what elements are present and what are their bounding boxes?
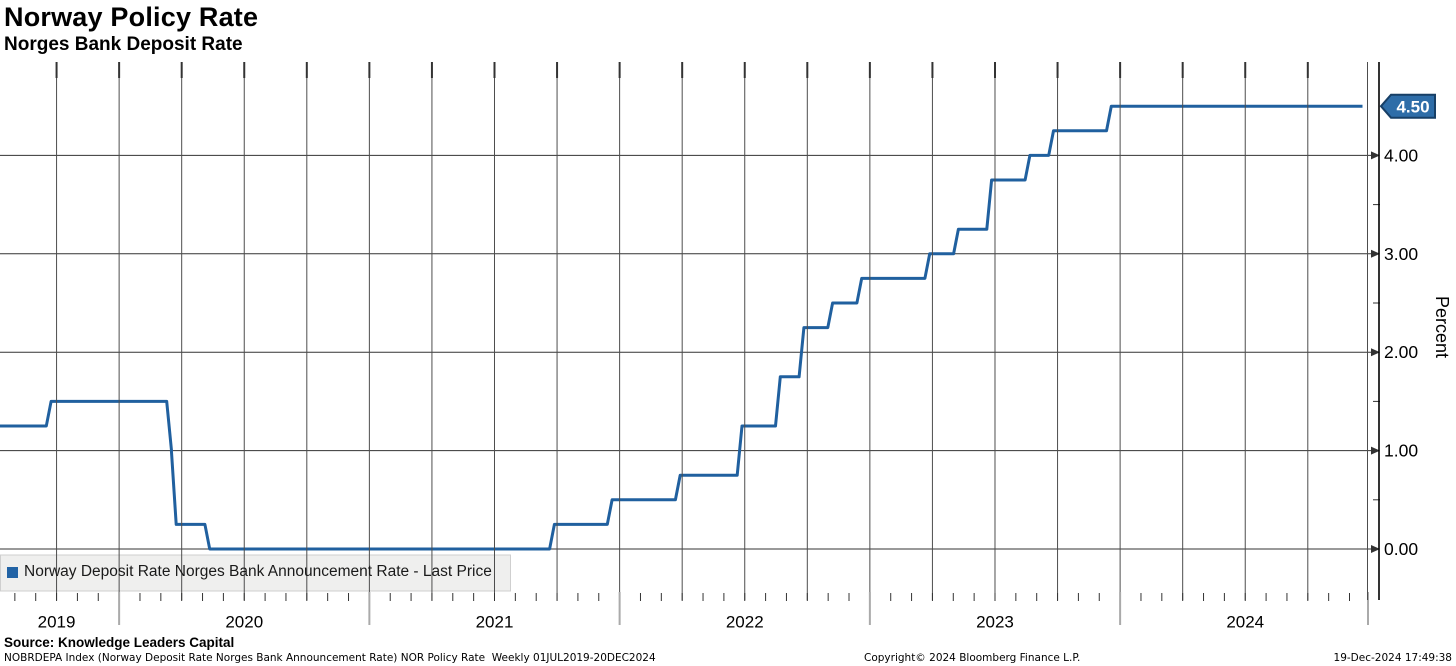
y-tick-label: 4.00 [1384, 145, 1418, 165]
y-tick-label: 1.00 [1384, 441, 1418, 461]
meta-strip: NOBRDEPA Index (Norway Deposit Rate Norg… [0, 652, 1456, 666]
last-price-label: 4.50 [1396, 98, 1429, 117]
y-tick-arrow-icon [1371, 348, 1380, 357]
horizontal-gridlines [0, 151, 1380, 553]
last-price-badge-shape [1379, 93, 1436, 119]
legend: Norway Deposit Rate Norges Bank Announce… [7, 563, 492, 581]
x-year-label: 2021 [476, 613, 514, 632]
y-tick-arrow-icon [1371, 249, 1380, 258]
meta-copyright: Copyright© 2024 Bloomberg Finance L.P. [864, 652, 1081, 664]
x-year-label: 2020 [225, 613, 263, 632]
y-tick-arrow-icon [1371, 151, 1380, 160]
top-axis-ticks [55, 62, 1309, 78]
meta-ticker-description: NOBRDEPA Index (Norway Deposit Rate Norg… [4, 652, 656, 664]
year-separator-ticks [118, 592, 1369, 625]
y-tick-label: 0.00 [1384, 539, 1418, 559]
source-line: Source: Knowledge Leaders Capital [4, 635, 235, 650]
legend-background [0, 554, 511, 592]
x-year-label: 2024 [1226, 613, 1264, 632]
y-tick-arrow-icon [1371, 446, 1380, 455]
y-axis-tick-labels: 0.00 1.00 2.00 3.00 4.00 [1384, 145, 1418, 559]
vertical-gridlines [56, 62, 1309, 600]
bottom-axis-ticks [14, 593, 1351, 601]
meta-timestamp: 19-Dec-2024 17:49:38 [1333, 652, 1452, 664]
legend-swatch-icon [7, 566, 18, 578]
last-price-badge: 4.50 [1379, 93, 1436, 119]
x-year-label: 2023 [976, 613, 1014, 632]
y-tick-label: 2.00 [1384, 342, 1418, 362]
y-axis-title: Percent [1432, 296, 1452, 358]
x-year-label: 2022 [726, 613, 764, 632]
chart-title: Norway Policy Rate [4, 2, 259, 32]
y-tick-label: 3.00 [1384, 244, 1418, 264]
rate-line [0, 104, 1363, 551]
x-axis-year-labels: 2019 2020 2021 2022 2023 2024 [38, 613, 1265, 632]
x-year-label: 2019 [38, 613, 76, 632]
chart-subtitle: Norges Bank Deposit Rate [4, 34, 243, 55]
y-tick-arrow-icon [1371, 545, 1380, 553]
legend-label: Norway Deposit Rate Norges Bank Announce… [24, 563, 492, 580]
